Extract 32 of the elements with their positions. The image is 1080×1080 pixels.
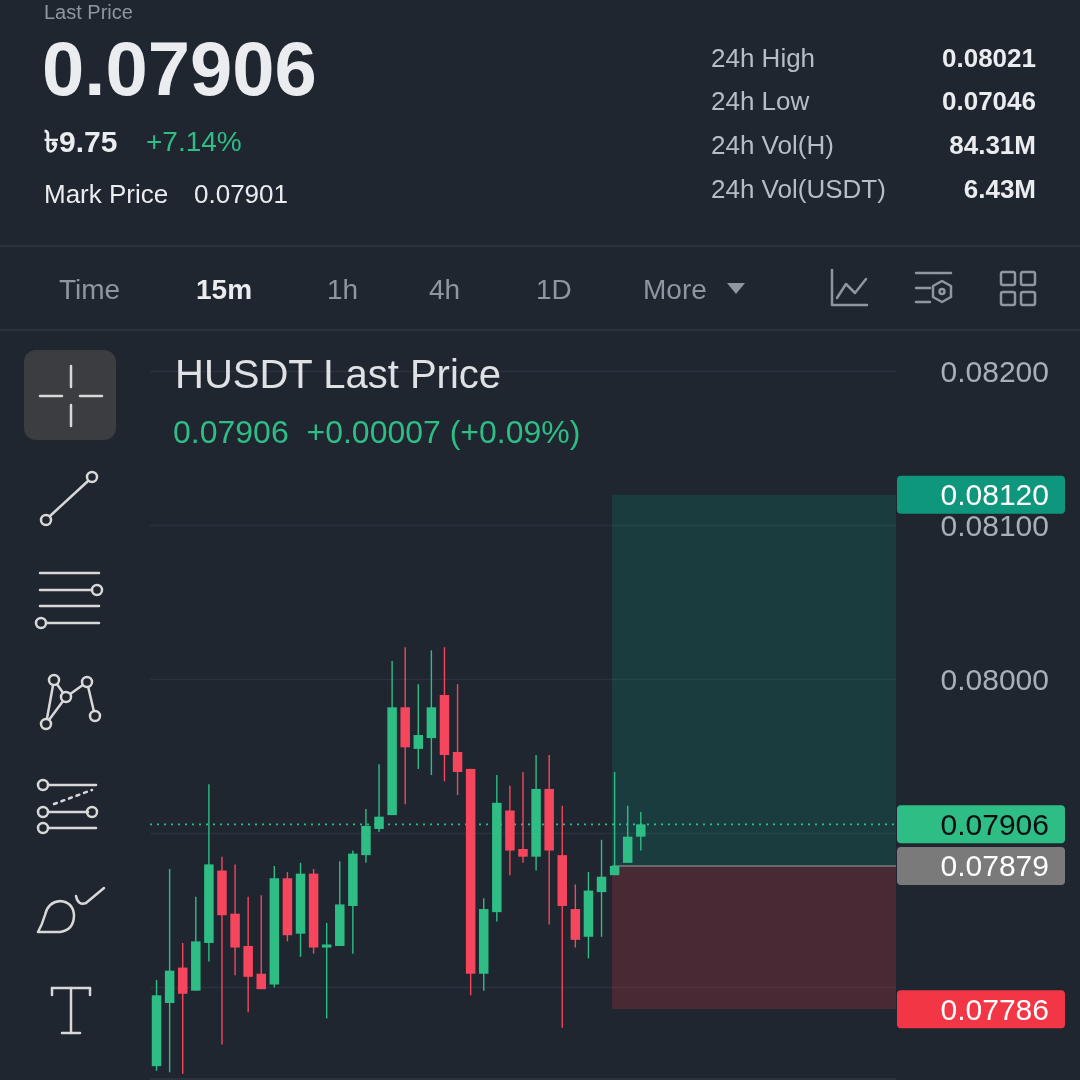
text: 6.43M <box>963 174 1036 204</box>
text: 4h <box>429 273 461 305</box>
text: 24h High <box>711 43 816 73</box>
price-tag: 0.07786 <box>897 990 1065 1029</box>
text: +7.14% <box>146 125 242 157</box>
text: 0.07046 <box>942 86 1036 116</box>
price-tag: 0.07879 <box>897 846 1065 885</box>
text: ৳9.75 <box>44 124 118 158</box>
text: 0.08021 <box>942 43 1036 73</box>
text: HUSDT Last Price <box>175 352 502 396</box>
text: 0.07906 <box>42 25 317 111</box>
text: 24h Low <box>711 86 810 116</box>
text: 84.31M <box>949 130 1036 160</box>
y-tick-label: 0.08000 <box>940 663 1049 697</box>
ref-line-label: 0.07906 <box>940 807 1049 841</box>
text: 24h Vol(USDT) <box>711 174 886 204</box>
band-label: 0.08120 <box>940 478 1049 512</box>
text: 1h <box>327 273 359 305</box>
text: Last Price <box>44 1 133 23</box>
text: Time <box>59 273 121 305</box>
price-tag: 0.08120 <box>897 475 1065 514</box>
text: 1D <box>536 273 572 305</box>
text: 0.07906 +0.00007 (+0.09%) <box>173 414 581 450</box>
text: 24h Vol(H) <box>711 130 834 160</box>
band-label: 0.07786 <box>940 992 1049 1026</box>
text: 0.07901 <box>194 179 288 209</box>
price-tag: 0.07906 <box>897 805 1065 844</box>
ref-line-label: 0.07879 <box>940 849 1049 883</box>
text: 15m <box>196 273 253 305</box>
text: Mark Price <box>44 179 169 209</box>
y-tick-label: 0.08200 <box>940 355 1049 389</box>
text: More <box>643 273 707 305</box>
